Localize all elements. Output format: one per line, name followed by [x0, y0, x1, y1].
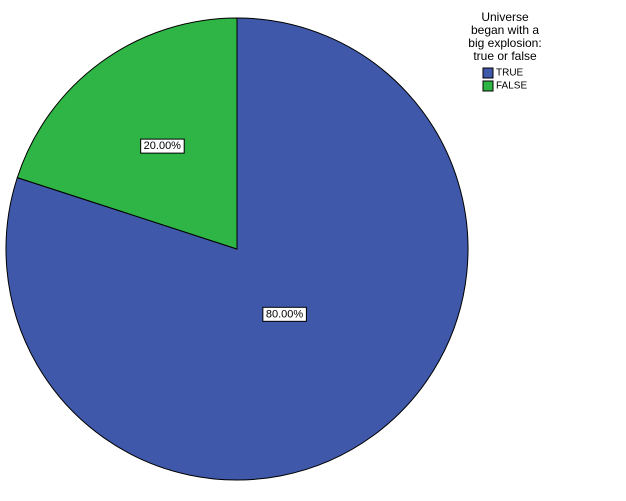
legend-title: Universe began with a big explosion: tru…	[468, 10, 542, 63]
value-label-box	[140, 138, 185, 154]
legend-label: TRUE	[496, 68, 524, 79]
value-label-text: 20.00%	[144, 140, 182, 152]
pie-slice	[16, 17, 238, 250]
value-label-box	[262, 306, 307, 322]
legend-swatch	[482, 80, 494, 92]
legend-label: FALSE	[496, 81, 527, 92]
value-label-text: 80.00%	[266, 308, 304, 320]
pie-slice	[5, 17, 469, 481]
legend-swatch	[482, 67, 494, 79]
